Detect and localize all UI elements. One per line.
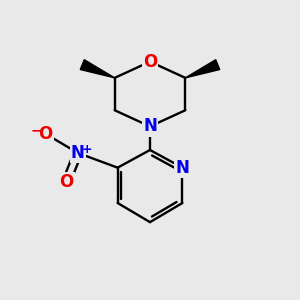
Text: N: N [143,117,157,135]
Text: −: − [30,124,42,138]
Text: O: O [59,173,73,191]
Text: O: O [143,53,157,71]
Text: O: O [38,125,52,143]
Polygon shape [80,60,115,78]
Text: +: + [81,143,92,157]
Polygon shape [185,60,220,78]
Text: N: N [176,159,189,177]
Text: N: N [71,144,85,162]
